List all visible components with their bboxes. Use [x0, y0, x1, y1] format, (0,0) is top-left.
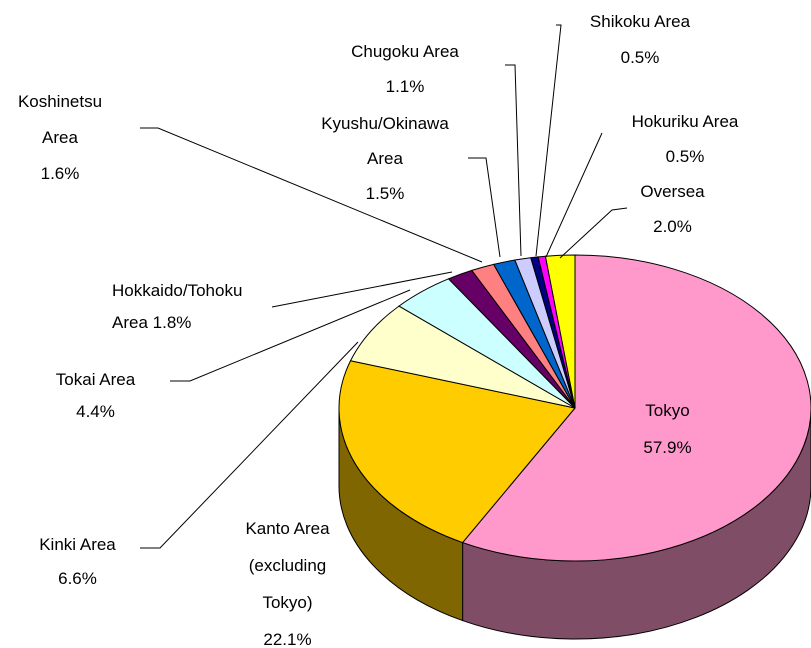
- slice-label: Oversea 2.0%: [615, 174, 730, 244]
- category-name: Koshinetsu Area: [17, 92, 103, 147]
- slice-label: Kanto Area (excluding Tokyo) 22.1%: [225, 510, 350, 648]
- leader-line: [468, 157, 501, 258]
- category-name: Tokai Area: [55, 370, 136, 389]
- value-label: 6.6%: [58, 569, 97, 588]
- leader-line: [545, 132, 603, 258]
- category-name: Hokkaido/Tohoku Area: [112, 281, 243, 332]
- slice-label: Tokai Area 4.4%: [38, 364, 153, 428]
- leader-line: [535, 24, 562, 257]
- leader-line: [170, 289, 411, 382]
- leader-line: [505, 64, 522, 257]
- category-name: Hokuriku Area: [631, 112, 739, 131]
- category-name: Oversea: [640, 182, 705, 201]
- slice-label: Tokyo 57.9%: [610, 392, 725, 466]
- slice: [544, 254, 576, 409]
- category-name: Kinki Area: [39, 535, 116, 554]
- slice-label: Chugoku Area 1.1%: [325, 34, 485, 104]
- leader-line: [271, 271, 453, 308]
- slice: [461, 254, 811, 562]
- value-label: 1.8%: [152, 313, 192, 332]
- slice-label: Kinki Area 6.6%: [20, 528, 135, 596]
- value-label: 1.5%: [365, 184, 405, 203]
- slice-label: Koshinetsu Area 1.6%: [5, 84, 115, 192]
- leader-line: [140, 127, 483, 263]
- category-name: Tokyo: [645, 401, 690, 420]
- slice-label: Kyushu/Okinawa Area 1.5%: [315, 106, 455, 211]
- slice-label: Hokkaido/Tohoku Area 1.8%: [112, 275, 282, 339]
- value-label: 2.0%: [653, 217, 692, 236]
- value-label: 0.5%: [620, 48, 660, 67]
- slice-label: Shikoku Area 0.5%: [570, 4, 710, 76]
- value-label: 1.1%: [385, 77, 425, 96]
- slice: [338, 360, 576, 544]
- value-label: 57.9%: [643, 438, 692, 457]
- slice-label: Hokuriku Area 0.5%: [600, 104, 770, 174]
- value-label: 0.5%: [665, 147, 705, 166]
- value-label: 4.4%: [76, 402, 115, 421]
- category-name: Shikoku Area: [589, 12, 691, 31]
- value-label: 1.6%: [40, 164, 80, 183]
- leader-line: [140, 341, 359, 549]
- category-name: Chugoku Area: [351, 42, 459, 61]
- leader-line: [559, 207, 628, 259]
- value-label: 22.1%: [263, 630, 312, 648]
- category-name: Kyushu/Okinawa Area: [321, 114, 449, 168]
- category-name: Kanto Area (excluding Tokyo): [245, 519, 330, 612]
